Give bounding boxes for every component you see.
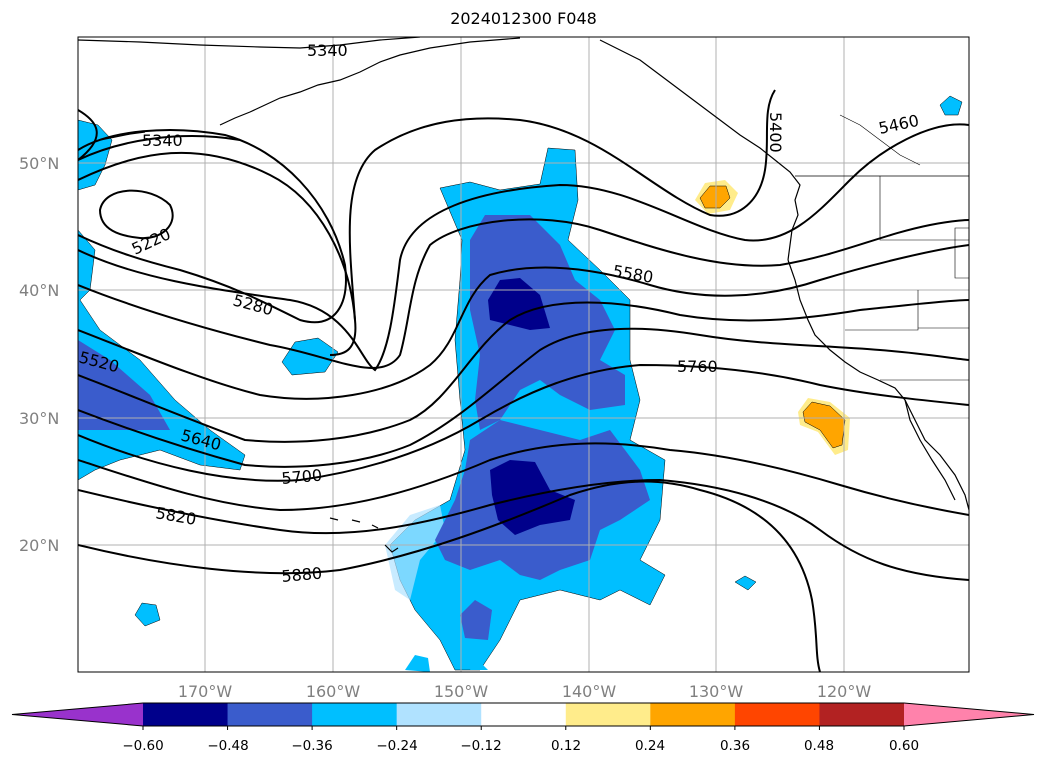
contour-5340-b — [78, 151, 357, 356]
colorbar-tick-label: 0.24 — [635, 738, 665, 754]
shade-north-dark-blue — [488, 278, 550, 330]
colorbar-segment — [734, 703, 820, 726]
colorbar-segment — [227, 703, 313, 726]
contour-labels: 5340 5340 5220 5280 5520 5640 5700 5820 … — [78, 41, 921, 586]
shade-pos-1-orange — [699, 185, 731, 209]
contour-label: 5880 — [281, 564, 323, 586]
colorbar-tick-label: 0.48 — [804, 738, 834, 754]
colorbar-segment — [396, 703, 482, 726]
contour-5640 — [78, 299, 969, 443]
shade-blob-3 — [470, 660, 488, 670]
colorbar-tick-label: 0.36 — [720, 738, 750, 754]
colorbar-segment — [481, 703, 567, 726]
colorbar — [11, 702, 1035, 730]
shade-nw-light-blue — [78, 119, 113, 191]
shade-blob-2 — [405, 655, 430, 672]
colorbar-tick-label: −0.60 — [122, 738, 163, 754]
lon-label: 150°W — [434, 682, 489, 701]
colorbar-ticks: −0.60 −0.48 −0.36 −0.24 −0.12 0.12 0.24 … — [122, 738, 919, 754]
contour-5220 — [98, 189, 174, 240]
lon-label: 130°W — [689, 682, 744, 701]
contour-label: 5340 — [307, 41, 348, 60]
contour-label: 5400 — [766, 112, 785, 153]
colorbar-segment — [819, 703, 905, 726]
lon-label: 160°W — [306, 682, 361, 701]
contour-label: 5760 — [677, 357, 718, 376]
shade-west-mid-blue — [78, 340, 170, 430]
lat-label: 30°N — [19, 409, 59, 428]
contour-5400 — [78, 135, 241, 161]
contour-5940 — [78, 480, 821, 672]
colorbar-extend-high — [904, 703, 1034, 726]
contour-5760 — [78, 363, 969, 482]
contour-5880 — [78, 478, 969, 581]
colorbar-segment — [650, 703, 736, 726]
shade-pos-2-orange — [802, 401, 846, 449]
map-title: 2024012300 F048 — [450, 9, 597, 28]
shade-south-dark-blue — [490, 460, 575, 535]
shade-small-1 — [134, 602, 161, 627]
contour-label: 5700 — [281, 466, 323, 488]
colorbar-extend-low — [12, 703, 143, 726]
colorbar-tick-label: −0.12 — [460, 738, 501, 754]
contour-5700 — [78, 327, 969, 468]
shade-blob-1 — [460, 600, 492, 640]
lon-label: 170°W — [178, 682, 233, 701]
contour-5520 — [78, 218, 969, 369]
colorbar-tick-label: −0.24 — [376, 738, 417, 754]
map-frame — [77, 36, 970, 673]
colorbar-segment — [312, 703, 398, 726]
lat-label: 20°N — [19, 536, 59, 555]
lon-label: 120°W — [817, 682, 872, 701]
contours — [78, 89, 969, 672]
latitude-labels: 50°N 40°N 30°N 20°N — [19, 154, 59, 555]
lat-label: 50°N — [19, 154, 59, 173]
shaded-field — [78, 95, 963, 672]
longitude-labels: 170°W 160°W 150°W 140°W 130°W 120°W — [178, 682, 872, 701]
colorbar-segment — [143, 703, 229, 726]
colorbar-tick-label: −0.48 — [207, 738, 248, 754]
contour-5280 — [78, 129, 347, 324]
colorbar-tick-label: 0.60 — [889, 738, 919, 754]
contour-5400-b — [348, 89, 776, 321]
lon-label: 140°W — [562, 682, 617, 701]
contour-5580 — [78, 244, 969, 400]
shade-small-2 — [734, 575, 757, 591]
colorbar-tick-label: 0.12 — [551, 738, 581, 754]
contour-5460 — [78, 123, 969, 372]
colorbar-segment — [565, 703, 651, 726]
contour-5820 — [78, 442, 969, 516]
colorbar-tick-label: −0.36 — [291, 738, 332, 754]
contour-label: 5340 — [142, 131, 183, 150]
contour-5340-a — [78, 109, 98, 161]
shade-mid-blob — [281, 337, 339, 376]
shade-small-ne — [939, 95, 963, 116]
lat-label: 40°N — [19, 281, 59, 300]
